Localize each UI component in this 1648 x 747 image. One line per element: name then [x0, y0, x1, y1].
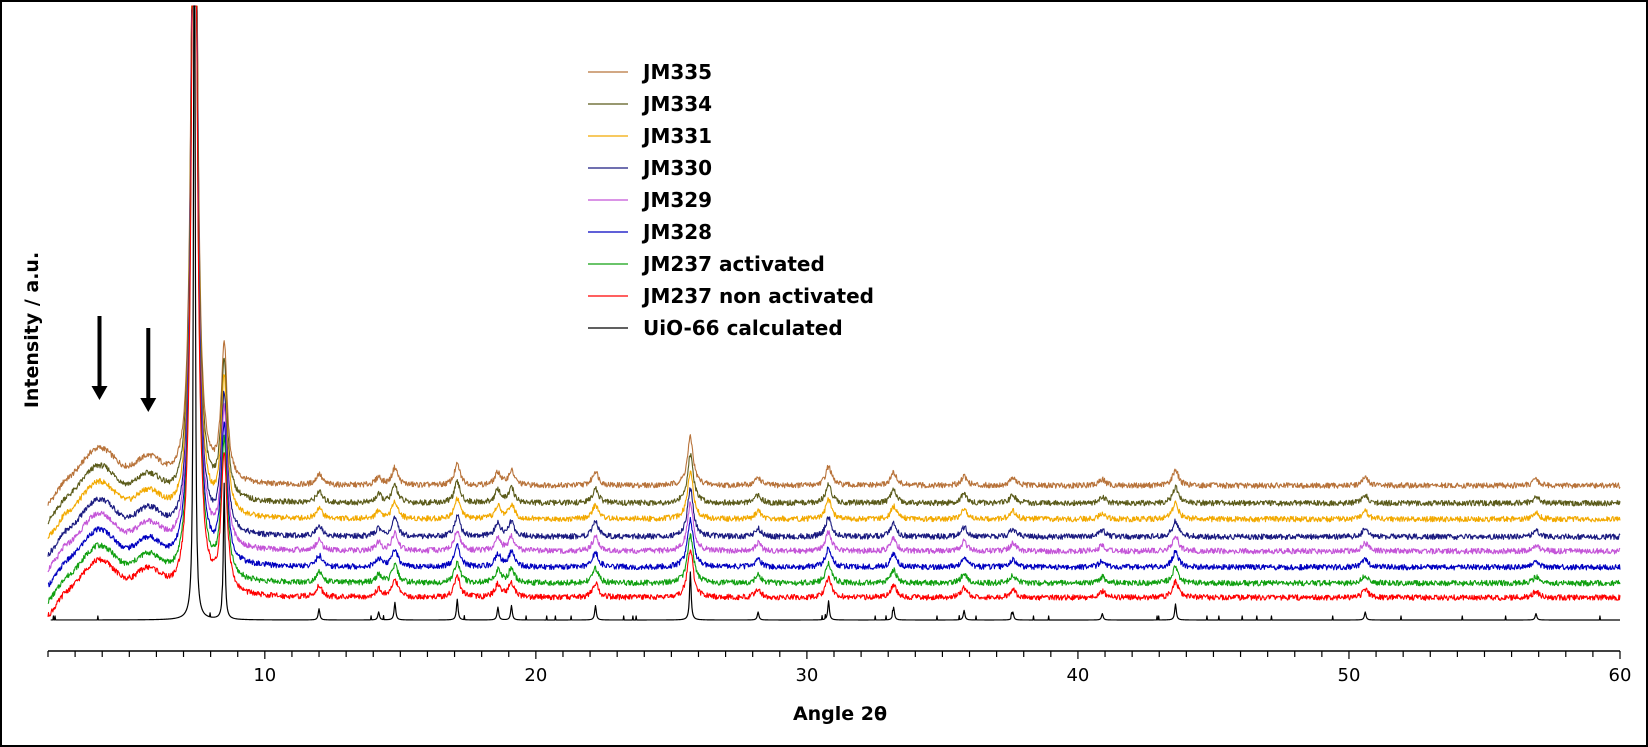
x-tick-label: 40 — [1066, 665, 1089, 686]
legend-entry: JM328 — [588, 220, 712, 244]
legend-label: UiO-66 calculated — [643, 316, 843, 340]
series-line-5 — [47, 5, 1621, 573]
arrow-layer — [91, 316, 157, 412]
y-axis-title: Intensity / a.u. — [21, 252, 43, 408]
legend-entry: UiO-66 calculated — [588, 316, 843, 340]
legend-entry: JM335 — [588, 60, 712, 84]
x-tick-label: 50 — [1338, 665, 1361, 686]
series-line-4 — [47, 5, 1621, 557]
legend-label: JM335 — [641, 60, 712, 84]
x-tick-label: 20 — [524, 665, 547, 686]
series-line-8 — [47, 5, 1621, 617]
legend-entry: JM330 — [588, 156, 712, 180]
legend-label: JM331 — [641, 124, 712, 148]
series-line-1 — [47, 5, 1621, 506]
legend-entry: JM237 non activated — [588, 284, 874, 308]
x-tick-label: 60 — [1609, 665, 1632, 686]
series-line-7 — [47, 5, 1621, 604]
annotation-arrow-2 — [140, 328, 157, 412]
legend-label: JM330 — [641, 156, 712, 180]
legend-label: JM237 activated — [641, 252, 825, 276]
series-line-2 — [47, 5, 1621, 525]
legend: JM335 JM334 JM331 JM330 JM329 JM328 JM237 acti… — [588, 60, 874, 340]
x-axis: 10 20 30 40 50 60 — [47, 650, 1632, 686]
x-tick-label: 30 — [795, 665, 818, 686]
legend-label: JM329 — [641, 188, 712, 212]
legend-label: JM334 — [641, 92, 712, 116]
series-line-9 — [50, 5, 1621, 621]
series-layer — [47, 5, 1621, 621]
x-tick-label: 10 — [253, 665, 276, 686]
legend-label: JM237 non activated — [641, 284, 874, 308]
legend-entry: JM329 — [588, 188, 712, 212]
annotation-arrow-1 — [91, 316, 108, 400]
legend-entry: JM334 — [588, 92, 712, 116]
x-axis-title: Angle 2θ — [793, 703, 887, 725]
series-line-3 — [47, 5, 1621, 539]
legend-entry: JM331 — [588, 124, 712, 148]
legend-entry: JM237 activated — [588, 252, 825, 276]
series-line-6 — [47, 5, 1621, 588]
legend-label: JM328 — [641, 220, 712, 244]
